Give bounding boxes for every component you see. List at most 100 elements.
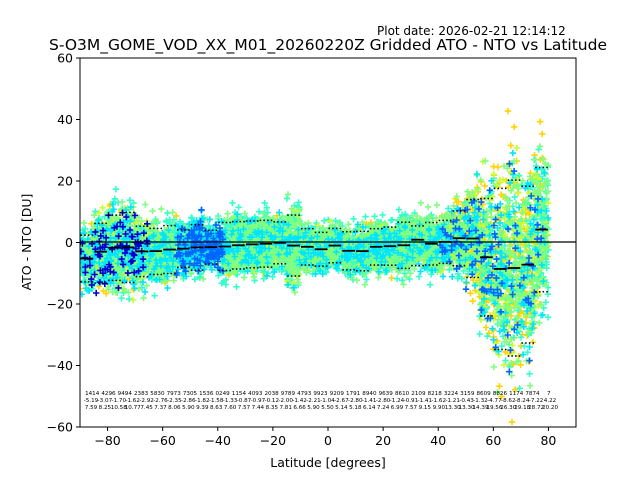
bin-stat-label: -1.42 <box>292 398 306 404</box>
bin-stat-label: 6.14 <box>363 405 376 411</box>
bin-stat-label: 13.30 <box>459 405 475 411</box>
bin-stat-label: -8.62 <box>501 398 515 404</box>
bin-stat-label: 7.81 <box>279 405 292 411</box>
x-tick-label: 20 <box>375 433 391 448</box>
bin-stat-label: -1.33 <box>223 398 238 404</box>
y-axis-label: ATO - NTO [DU] <box>19 194 34 291</box>
x-axis-label: Latitude [degrees] <box>270 455 386 470</box>
bin-stat-label: 9639 <box>379 391 394 397</box>
bin-stat-label: 10.77 <box>125 405 141 411</box>
bin-stat-label: -2.67 <box>334 398 349 404</box>
y-tick-label: 20 <box>57 174 73 189</box>
bin-stat-label: 3224 <box>444 391 459 397</box>
bin-stat-label: 7.57 <box>405 405 418 411</box>
bin-stat-label: -2.80 <box>376 398 391 404</box>
y-axis: −60 −40 −20 0 20 40 60 <box>47 51 80 435</box>
x-tick-label: −60 <box>149 433 175 448</box>
x-tick-label: −40 <box>205 433 231 448</box>
bin-stat-label: 7.44 <box>252 405 265 411</box>
bin-stat-label: -0.12 <box>265 398 279 404</box>
bin-stat-label: 9209 <box>330 391 345 397</box>
x-tick-label: 60 <box>485 433 501 448</box>
bin-stat-label: -0.97 <box>251 398 266 404</box>
bin-stat-label: 1154 <box>232 391 247 397</box>
bin-stat-label: 26.30 <box>500 405 516 411</box>
bin-stat-label: 28.72 <box>528 405 544 411</box>
bin-stat-label: 29.18 <box>514 405 530 411</box>
bin-stat-label: -2.80 <box>348 398 363 404</box>
bin-stat-label: -2.35 <box>167 398 182 404</box>
x-axis: −80 −60 −40 −20 0 20 40 60 80 <box>94 427 556 448</box>
bin-stat-label: 4296 <box>101 391 116 397</box>
bin-stat-label: 4793 <box>297 391 312 397</box>
bin-stat-label: -1.21 <box>445 398 460 404</box>
bin-stat-label: 9923 <box>313 391 328 397</box>
bin-stat-label: 8610 <box>395 391 410 397</box>
bin-stat-label: 14.39 <box>472 405 488 411</box>
bin-stat-label: 2383 <box>134 391 149 397</box>
bin-stat-label: -1.32 <box>473 398 487 404</box>
bin-stat-label: -2.21 <box>306 398 321 404</box>
bin-stat-label: 9.90 <box>433 405 446 411</box>
mean-markers <box>80 228 548 270</box>
bin-stat-label: -2.00 <box>278 398 293 404</box>
y-tick-label: 60 <box>57 51 73 66</box>
bin-stat-label: -2.92 <box>139 398 153 404</box>
bin-statistics: 1414 4296 9494 2383 5830 7973 7305 1536 0249 1154… <box>84 391 559 411</box>
bin-stat-label: 4093 <box>248 391 263 397</box>
bin-stat-label: 7.45 <box>140 405 153 411</box>
y-tick-label: 0 <box>65 235 73 250</box>
plot-date: Plot date: 2026-02-21 12:14:12 <box>377 24 566 38</box>
bin-stat-label: -2.86 <box>181 398 196 404</box>
bin-stat-label: 5.14 <box>335 405 348 411</box>
y-tick-label: 40 <box>57 112 73 127</box>
bin-stat-label: -8.24 <box>515 398 530 404</box>
y-tick-label: −60 <box>47 420 73 435</box>
bin-stat-label: -0.43 <box>459 398 474 404</box>
bin-stat-label: 5.18 <box>349 405 362 411</box>
bin-stat-label: 2109 <box>411 391 426 397</box>
bin-stat-label: 8609 <box>476 391 491 397</box>
bin-stat-label: -1.82 <box>195 398 209 404</box>
bin-stat-label: -0.91 <box>404 398 419 404</box>
x-tick-label: −20 <box>260 433 286 448</box>
bin-stat-label: -1.62 <box>432 398 446 404</box>
bin-stat-label: 1414 <box>85 391 100 397</box>
bin-stat-label: 5.50 <box>321 405 334 411</box>
bin-stat-label: 10.58 <box>111 405 127 411</box>
bin-stat-label: 8218 <box>428 391 443 397</box>
bin-stat-label: 9494 <box>118 391 133 397</box>
bin-stat-label: 19.56 <box>486 405 502 411</box>
bin-stat-label: -1.62 <box>125 398 139 404</box>
bin-stat-label: -5.19 <box>84 398 99 404</box>
bin-stat-label: 1791 <box>346 391 361 397</box>
bin-stat-label: 8.35 <box>266 405 279 411</box>
bin-stat-label: 7.57 <box>238 405 251 411</box>
bin-stat-label: 5830 <box>150 391 165 397</box>
bin-stat-label: 7 <box>547 391 551 397</box>
bin-stat-label: 7.60 <box>224 405 237 411</box>
x-tick-label: 80 <box>540 433 556 448</box>
bin-stat-label: 6.99 <box>391 405 404 411</box>
bin-stat-label: -1.41 <box>418 398 433 404</box>
bin-stat-label: -2.76 <box>153 398 168 404</box>
bin-stat-label: 20.20 <box>542 405 558 411</box>
bin-stat-label: 6.66 <box>293 405 306 411</box>
bin-stat-label: 1174 <box>509 391 524 397</box>
bin-stat-label: 9.39 <box>196 405 209 411</box>
bin-stat-label: -7.22 <box>529 398 543 404</box>
y-tick-label: −40 <box>47 358 73 373</box>
bin-stat-label: 8940 <box>362 391 377 397</box>
x-tick-label: 40 <box>430 433 446 448</box>
chart-title: S-O3M_GOME_VOD_XX_M01_20260220Z Gridded … <box>49 36 607 55</box>
bin-stat-label: 8.63 <box>210 405 223 411</box>
bin-stat-label: -1.58 <box>209 398 224 404</box>
bin-stat-label: -3.07 <box>98 398 113 404</box>
bin-stat-label: 2038 <box>264 391 279 397</box>
bin-stat-label: 8.06 <box>168 405 181 411</box>
bin-stat-label: 8826 <box>493 391 508 397</box>
bin-stat-label: 7973 <box>167 391 182 397</box>
bin-stat-label: 0249 <box>215 391 230 397</box>
bin-stat-label: -4.77 <box>487 398 502 404</box>
bin-stat-label: -1.24 <box>390 398 405 404</box>
